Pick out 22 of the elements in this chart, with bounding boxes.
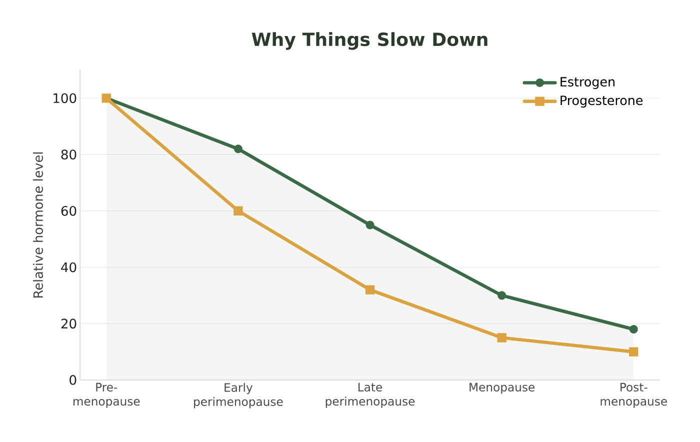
y-tick-label: 20	[61, 318, 76, 329]
point	[497, 333, 506, 342]
x-tick-label: Menopause	[470, 382, 535, 394]
point	[234, 144, 242, 154]
legend-label: Progesterone	[560, 96, 643, 108]
x-tick-label: Early perimenopause	[194, 382, 283, 408]
y-tick-label: 40	[61, 262, 76, 272]
chart-title: Why Things Slow Down	[252, 32, 488, 50]
y-tick-label: 0	[70, 375, 76, 385]
x-tick-label: Post-menopause	[600, 382, 667, 408]
y-tick-label: 100	[54, 93, 76, 104]
point	[629, 324, 638, 334]
point	[629, 347, 638, 356]
y-tick-label: 60	[61, 206, 76, 216]
point	[234, 206, 243, 216]
point	[365, 285, 375, 294]
y-tick-label: 80	[61, 150, 76, 160]
point	[498, 291, 506, 300]
point	[366, 220, 374, 230]
x-tick-label: Late perimenopause	[326, 382, 415, 408]
legend-label: Estrogen	[560, 77, 614, 90]
y-axis-title: Relative hormone level	[33, 152, 43, 298]
